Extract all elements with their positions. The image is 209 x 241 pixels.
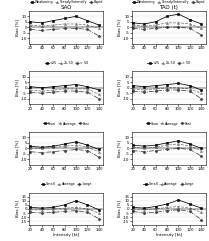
Legend: Small, Average, Large: Small, Average, Large	[41, 182, 92, 187]
Y-axis label: Bias [%]: Bias [%]	[117, 201, 121, 217]
Y-axis label: Bias [%]: Bias [%]	[117, 19, 121, 36]
X-axis label: Intensity [kt]: Intensity [kt]	[53, 233, 80, 237]
Y-axis label: Bias [%]: Bias [%]	[15, 79, 19, 96]
Y-axis label: Bias [%]: Bias [%]	[117, 79, 121, 96]
Legend: <25, 25-50, > 50: <25, 25-50, > 50	[45, 61, 88, 65]
Title: TAO (t): TAO (t)	[159, 5, 178, 10]
Y-axis label: Bias [%]: Bias [%]	[15, 140, 19, 157]
Legend: <25, 25-50, > 50: <25, 25-50, > 50	[147, 61, 190, 65]
Title: SAO: SAO	[61, 5, 72, 10]
Y-axis label: Bias [%]: Bias [%]	[15, 201, 19, 217]
Legend: Weakening, Steady/Intensify, Rapid: Weakening, Steady/Intensify, Rapid	[29, 0, 103, 5]
Y-axis label: Bias [%]: Bias [%]	[117, 140, 121, 157]
Legend: Slow, Average, Fast: Slow, Average, Fast	[43, 121, 90, 126]
Legend: Weakening, Steady/Intensify, Rapid: Weakening, Steady/Intensify, Rapid	[132, 0, 206, 5]
Legend: Slow, Average, Fast: Slow, Average, Fast	[145, 121, 192, 126]
Y-axis label: Bias [%]: Bias [%]	[15, 19, 19, 36]
X-axis label: Intensity [kt]: Intensity [kt]	[155, 233, 182, 237]
Legend: Small, Average, Large: Small, Average, Large	[143, 182, 194, 187]
